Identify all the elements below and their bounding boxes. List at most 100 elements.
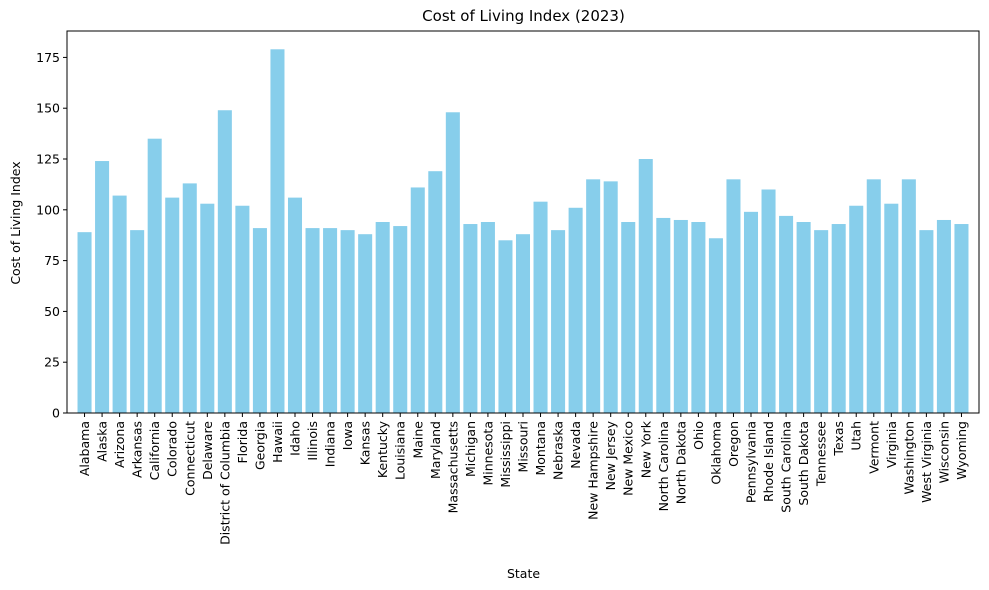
x-tick-label: North Dakota <box>673 421 688 504</box>
x-tick-label: Virginia <box>884 421 899 468</box>
bar-oregon <box>726 179 741 413</box>
bar-arkansas <box>130 230 145 413</box>
bar-nevada <box>568 207 583 413</box>
bar-alaska <box>95 161 110 413</box>
x-tick-label: Alaska <box>95 421 110 462</box>
bar-colorado <box>165 197 180 413</box>
x-tick-label: Delaware <box>200 421 215 480</box>
x-tick-label: New York <box>638 420 653 478</box>
x-tick-label: South Dakota <box>796 421 811 506</box>
y-tick-label: 50 <box>44 304 60 319</box>
x-tick-label: Arkansas <box>130 421 145 478</box>
x-tick-label: Texas <box>831 421 846 457</box>
x-tick-label: South Carolina <box>779 421 794 513</box>
x-tick-label: Montana <box>533 421 548 476</box>
bar-vermont <box>866 179 881 413</box>
bar-district-of-columbia <box>217 110 232 414</box>
y-ticks-group: 0 25 50 75 100 125 150 175 <box>36 50 67 421</box>
x-tick-label: Iowa <box>340 421 355 450</box>
bar-california <box>147 138 162 413</box>
x-tick-label: Pennsylvania <box>744 421 759 503</box>
bar-hawaii <box>270 49 285 413</box>
x-tick-label: Maryland <box>428 421 443 479</box>
bar-north-dakota <box>673 219 688 413</box>
x-tick-label: Nevada <box>568 421 583 469</box>
y-tick-label: 75 <box>44 253 60 268</box>
y-tick-label: 175 <box>36 50 60 65</box>
bar-kentucky <box>375 222 390 413</box>
x-tick-label: District of Columbia <box>217 421 232 545</box>
bar-oklahoma <box>708 238 723 413</box>
x-tick-label: Oregon <box>726 421 741 467</box>
y-axis-title: Cost of Living Index <box>8 161 23 284</box>
bar-wyoming <box>954 224 969 413</box>
bar-mississippi <box>498 240 513 413</box>
x-tick-label: Georgia <box>252 421 267 470</box>
x-tick-label: Louisiana <box>393 421 408 480</box>
bar-michigan <box>463 224 478 413</box>
bar-new-hampshire <box>586 179 601 413</box>
x-tick-label: Alabama <box>77 421 92 476</box>
x-tick-label: California <box>147 421 162 480</box>
x-tick-label: Colorado <box>165 421 180 477</box>
bar-tennessee <box>814 230 829 413</box>
bar-texas <box>831 224 846 413</box>
x-tick-label: Hawaii <box>270 421 285 463</box>
x-tick-label: Minnesota <box>480 421 495 486</box>
bar-south-dakota <box>796 222 811 413</box>
x-tick-label: Massachusetts <box>445 421 460 513</box>
x-tick-label: Washington <box>901 421 916 494</box>
bar-illinois <box>305 228 320 413</box>
x-tick-label: Ohio <box>691 421 706 450</box>
bar-west-virginia <box>919 230 934 413</box>
x-tick-label: Indiana <box>323 421 338 467</box>
bar-virginia <box>884 203 899 413</box>
bar-north-carolina <box>656 217 671 413</box>
bar-montana <box>533 201 548 413</box>
bar-rhode-island <box>761 189 776 413</box>
x-tick-label: Wyoming <box>954 421 969 480</box>
bar-maryland <box>428 171 443 413</box>
bar-ohio <box>691 222 706 413</box>
y-tick-label: 125 <box>36 152 60 167</box>
bar-new-jersey <box>603 181 618 413</box>
x-axis-title: State <box>507 566 540 581</box>
bar-indiana <box>323 228 338 413</box>
bar-delaware <box>200 203 215 413</box>
x-tick-label: Oklahoma <box>708 421 723 485</box>
x-tick-label: North Carolina <box>656 421 671 511</box>
bar-washington <box>901 179 916 413</box>
x-tick-label: West Virginia <box>919 421 934 503</box>
bar-maine <box>410 187 425 413</box>
bar-florida <box>235 205 250 413</box>
bar-new-mexico <box>621 222 636 413</box>
x-tick-label: Missouri <box>516 421 531 472</box>
bar-new-york <box>638 159 653 413</box>
bar-nebraska <box>551 230 566 413</box>
x-tick-label: Arizona <box>112 421 127 468</box>
y-tick-label: 25 <box>44 355 60 370</box>
bar-missouri <box>515 234 531 413</box>
x-tick-label: New Mexico <box>621 421 636 496</box>
x-tick-label: Maine <box>410 421 425 459</box>
bar-massachusetts <box>445 112 460 413</box>
bar-louisiana <box>393 226 408 413</box>
x-tick-label: Michigan <box>463 421 478 477</box>
bar-wisconsin <box>936 219 951 413</box>
bar-connecticut <box>182 183 197 413</box>
chart-title: Cost of Living Index (2023) <box>422 7 625 25</box>
x-tick-label: Vermont <box>866 421 881 474</box>
x-tick-label: New Hampshire <box>586 421 601 520</box>
plot-frame <box>66 30 980 414</box>
x-tick-label: Utah <box>849 421 864 451</box>
x-ticks-group: Alabama Alaska Arizona Arkansas California Co… <box>77 413 969 545</box>
bar-utah <box>849 205 864 413</box>
y-tick-label: 0 <box>52 406 60 421</box>
bar-alabama <box>77 232 92 413</box>
bars-group <box>77 49 969 414</box>
bar-south-carolina <box>779 215 794 413</box>
bar-kansas <box>358 234 373 413</box>
x-tick-label: Idaho <box>288 421 303 456</box>
